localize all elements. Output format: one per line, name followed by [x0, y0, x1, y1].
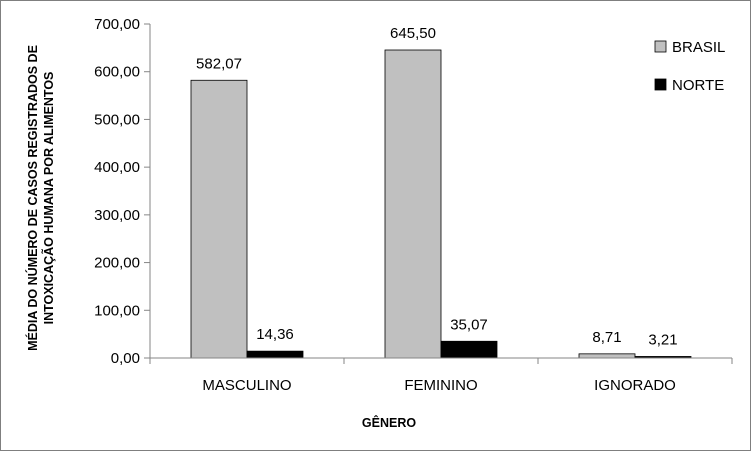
legend-label: BRASIL — [672, 39, 725, 56]
x-axis-title: GÊNERO — [362, 415, 416, 430]
x-tick-label: FEMININO — [404, 377, 477, 394]
x-tick-label: IGNORADO — [594, 377, 676, 394]
y-tick-label: 400,00 — [94, 159, 140, 176]
data-label: 3,21 — [648, 331, 677, 348]
y-tick-label: 200,00 — [94, 255, 140, 272]
y-axis-title: MÉDIA DO NÚMERO DE CASOS REGISTRADOS DE … — [25, 45, 56, 351]
data-label: 14,36 — [256, 326, 294, 343]
data-label: 582,07 — [196, 55, 242, 72]
y-axis: 0,00 100,00 200,00 300,00 400,00 500,00 600,00… — [94, 16, 151, 367]
legend-swatch — [654, 78, 667, 91]
y-axis-title-line-1: MÉDIA DO NÚMERO DE CASOS REGISTRADOS DE — [25, 45, 40, 351]
y-tick-label: 500,00 — [94, 111, 140, 128]
bar — [440, 340, 498, 359]
y-tick-label: 700,00 — [94, 16, 140, 33]
data-label: 645,50 — [390, 25, 436, 42]
bar — [190, 79, 248, 359]
data-label: 35,07 — [450, 316, 488, 333]
legend-swatch — [654, 40, 667, 53]
legend: BRASIL NORTE — [654, 39, 725, 94]
bar — [384, 49, 442, 359]
bar — [246, 350, 304, 359]
legend-label: NORTE — [672, 77, 724, 94]
data-label: 8,71 — [592, 329, 621, 346]
y-tick-label: 300,00 — [94, 207, 140, 224]
y-axis-title-line-2: INTOXICAÇÃO HUMANA POR ALIMENTOS — [41, 72, 56, 325]
y-tick-label: 0,00 — [111, 350, 140, 367]
bars — [190, 49, 692, 359]
value-labels: 582,07 14,36 645,50 35,07 8,71 3,21 — [196, 25, 678, 348]
x-axis: MASCULINO FEMININO IGNORADO — [149, 357, 733, 394]
y-tick-label: 600,00 — [94, 64, 140, 81]
bar — [578, 353, 636, 359]
x-tick-label: MASCULINO — [202, 377, 291, 394]
y-tick-label: 100,00 — [94, 302, 140, 319]
